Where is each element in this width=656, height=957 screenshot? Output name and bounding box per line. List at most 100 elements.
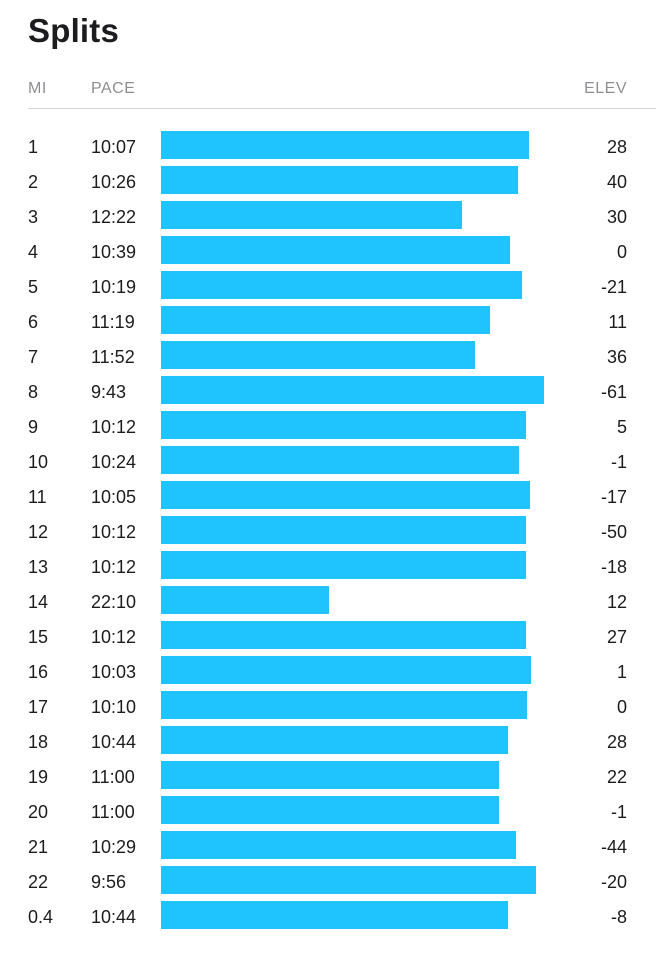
split-row: 15 10:12 27 xyxy=(0,621,656,656)
split-row: 10 10:24 -1 xyxy=(0,446,656,481)
split-mile: 22 xyxy=(28,872,49,892)
split-mile: 17 xyxy=(28,697,49,717)
split-row: 12 10:12 -50 xyxy=(0,516,656,551)
split-row: 21 10:29 -44 xyxy=(0,831,656,866)
split-mile: 21 xyxy=(28,837,49,857)
split-bar xyxy=(161,201,462,229)
split-row: 14 22:10 12 xyxy=(0,586,656,621)
split-pace: 10:44 xyxy=(91,732,137,752)
split-row: 5 10:19 -21 xyxy=(0,271,656,306)
split-pace: 9:56 xyxy=(91,872,127,892)
split-pace: 10:12 xyxy=(91,417,137,437)
split-pace: 10:44 xyxy=(91,907,137,927)
split-pace: 11:00 xyxy=(91,802,135,822)
split-bar xyxy=(161,166,518,194)
split-bar xyxy=(161,586,329,614)
split-row: 20 11:00 -1 xyxy=(0,796,656,831)
split-bar xyxy=(161,446,519,474)
split-mile: 16 xyxy=(28,662,49,682)
split-elevation: -17 xyxy=(600,487,627,507)
split-bar xyxy=(161,621,526,649)
split-pace: 11:52 xyxy=(91,347,135,367)
split-pace: 10:19 xyxy=(91,277,137,297)
split-mile: 11 xyxy=(28,487,47,507)
split-pace: 10:12 xyxy=(91,627,137,647)
split-elevation: 28 xyxy=(606,137,627,157)
split-pace: 9:43 xyxy=(91,382,127,402)
split-bar xyxy=(161,866,536,894)
split-row: 17 10:10 0 xyxy=(0,691,656,726)
split-pace: 10:24 xyxy=(91,452,137,472)
split-mile: 1 xyxy=(28,137,39,157)
split-mile: 14 xyxy=(28,592,49,612)
split-elevation: -44 xyxy=(600,837,627,857)
split-mile: 3 xyxy=(28,207,39,227)
split-row: 7 11:52 36 xyxy=(0,341,656,376)
split-pace: 10:12 xyxy=(91,557,137,577)
split-elevation: 30 xyxy=(606,207,627,227)
split-bar xyxy=(161,236,510,264)
column-header-elev: ELEV xyxy=(584,80,627,97)
header-divider xyxy=(28,108,656,109)
split-elevation: -61 xyxy=(600,382,627,402)
split-mile: 5 xyxy=(28,277,39,297)
split-pace: 10:12 xyxy=(91,522,137,542)
split-bar xyxy=(161,726,508,754)
split-mile: 15 xyxy=(28,627,49,647)
split-bar xyxy=(161,341,475,369)
split-pace: 10:26 xyxy=(91,172,137,192)
split-elevation: 22 xyxy=(606,767,627,787)
split-elevation: -1 xyxy=(610,802,627,822)
split-row: 1 10:07 28 xyxy=(0,131,656,166)
split-bar xyxy=(161,691,527,719)
column-header-mi: MI xyxy=(28,80,47,97)
split-pace: 10:05 xyxy=(91,487,137,507)
split-elevation: 36 xyxy=(606,347,627,367)
split-pace: 10:29 xyxy=(91,837,137,857)
split-mile: 0.4 xyxy=(28,907,54,927)
split-bar xyxy=(161,516,526,544)
split-pace: 10:10 xyxy=(91,697,137,717)
split-elevation: 0 xyxy=(616,242,627,262)
split-elevation: 0 xyxy=(616,697,627,717)
split-row: 9 10:12 5 xyxy=(0,411,656,446)
split-mile: 8 xyxy=(28,382,39,402)
split-elevation: 5 xyxy=(616,417,627,437)
split-mile: 7 xyxy=(28,347,39,367)
split-row: 19 11:00 22 xyxy=(0,761,656,796)
split-bar xyxy=(161,761,499,789)
column-header-pace: PACE xyxy=(91,80,136,97)
split-elevation: 11 xyxy=(608,312,627,332)
split-mile: 19 xyxy=(28,767,49,787)
split-row: 8 9:43 -61 xyxy=(0,376,656,411)
split-pace: 12:22 xyxy=(91,207,137,227)
split-row: 3 12:22 30 xyxy=(0,201,656,236)
split-elevation: -50 xyxy=(600,522,627,542)
split-row: 13 10:12 -18 xyxy=(0,551,656,586)
split-row: 11 10:05 -17 xyxy=(0,481,656,516)
split-bar xyxy=(161,796,499,824)
split-bar xyxy=(161,831,516,859)
split-pace: 22:10 xyxy=(91,592,137,612)
split-elevation: 27 xyxy=(606,627,627,647)
split-elevation: -8 xyxy=(610,907,627,927)
split-bar xyxy=(161,481,530,509)
split-bar xyxy=(161,901,508,929)
split-mile: 12 xyxy=(28,522,49,542)
split-pace: 11:19 xyxy=(91,312,135,332)
split-mile: 13 xyxy=(28,557,49,577)
split-mile: 9 xyxy=(28,417,39,437)
split-pace: 10:39 xyxy=(91,242,137,262)
split-mile: 18 xyxy=(28,732,49,752)
split-elevation: -21 xyxy=(600,277,627,297)
split-mile: 4 xyxy=(28,242,39,262)
split-row: 4 10:39 0 xyxy=(0,236,656,271)
split-row: 18 10:44 28 xyxy=(0,726,656,761)
split-mile: 20 xyxy=(28,802,49,822)
page-title: Splits xyxy=(28,12,120,49)
split-elevation: 1 xyxy=(616,662,627,682)
split-elevation: 12 xyxy=(606,592,627,612)
split-bar xyxy=(161,271,522,299)
split-bar xyxy=(161,656,531,684)
split-mile: 10 xyxy=(28,452,49,472)
